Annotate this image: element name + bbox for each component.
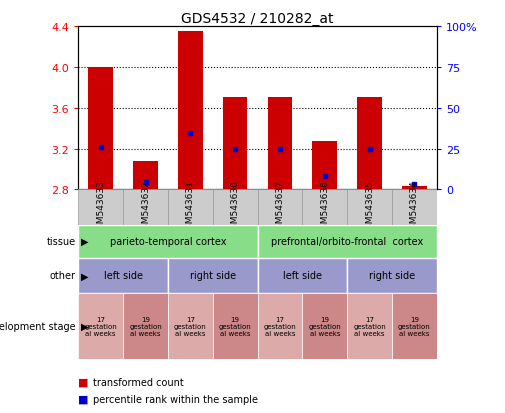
Bar <box>392 293 437 359</box>
Text: percentile rank within the sample: percentile rank within the sample <box>93 394 259 404</box>
Bar <box>302 190 347 225</box>
Text: GSM543631: GSM543631 <box>186 180 195 235</box>
Bar <box>258 258 347 293</box>
Text: right side: right side <box>369 271 415 281</box>
Bar <box>168 190 213 225</box>
Bar <box>168 293 213 359</box>
Bar <box>133 161 158 190</box>
Bar <box>347 293 392 359</box>
Text: GSM543630: GSM543630 <box>231 180 240 235</box>
Bar <box>258 190 302 225</box>
Text: tissue: tissue <box>46 237 76 247</box>
Text: 17
gestation
al weeks: 17 gestation al weeks <box>84 316 117 336</box>
Bar <box>123 293 168 359</box>
Text: ▶: ▶ <box>81 237 88 247</box>
Bar <box>313 142 337 190</box>
Bar <box>78 258 168 293</box>
Text: GSM543634: GSM543634 <box>410 180 419 235</box>
Text: 19
gestation
al weeks: 19 gestation al weeks <box>309 316 341 336</box>
Bar <box>78 225 258 258</box>
Text: other: other <box>50 271 76 281</box>
Text: GSM543632: GSM543632 <box>141 180 150 235</box>
Text: left side: left side <box>283 271 322 281</box>
Text: prefrontal/orbito-frontal  cortex: prefrontal/orbito-frontal cortex <box>271 237 423 247</box>
Text: 17
gestation
al weeks: 17 gestation al weeks <box>264 316 296 336</box>
Text: ▶: ▶ <box>81 321 88 331</box>
Bar <box>268 98 292 190</box>
Bar <box>347 258 437 293</box>
Text: 19
gestation
al weeks: 19 gestation al weeks <box>219 316 251 336</box>
Text: transformed count: transformed count <box>93 377 184 387</box>
Bar <box>213 190 258 225</box>
Bar <box>347 190 392 225</box>
Text: right side: right side <box>190 271 236 281</box>
Bar <box>302 293 347 359</box>
Bar <box>357 98 382 190</box>
Text: ■: ■ <box>78 377 89 387</box>
Bar <box>402 187 427 190</box>
Text: 19
gestation
al weeks: 19 gestation al weeks <box>398 316 431 336</box>
Bar <box>123 190 168 225</box>
Text: GSM543637: GSM543637 <box>275 180 284 235</box>
Text: ■: ■ <box>78 394 89 404</box>
Bar <box>168 258 258 293</box>
Bar <box>78 293 123 359</box>
Text: GSM543635: GSM543635 <box>365 180 374 235</box>
Text: GSM543636: GSM543636 <box>320 180 329 235</box>
Text: ▶: ▶ <box>81 271 88 281</box>
Text: GDS4532 / 210282_at: GDS4532 / 210282_at <box>181 12 334 26</box>
Bar <box>178 32 203 190</box>
Bar <box>78 190 123 225</box>
Text: left side: left side <box>104 271 142 281</box>
Bar <box>258 293 302 359</box>
Bar <box>223 98 247 190</box>
Bar <box>88 68 113 190</box>
Text: development stage: development stage <box>0 321 76 331</box>
Bar <box>392 190 437 225</box>
Bar <box>213 293 258 359</box>
Text: 19
gestation
al weeks: 19 gestation al weeks <box>129 316 162 336</box>
Text: 17
gestation
al weeks: 17 gestation al weeks <box>353 316 386 336</box>
Text: GSM543633: GSM543633 <box>96 180 105 235</box>
Bar <box>258 225 437 258</box>
Text: parieto-temporal cortex: parieto-temporal cortex <box>110 237 226 247</box>
Text: 17
gestation
al weeks: 17 gestation al weeks <box>174 316 207 336</box>
